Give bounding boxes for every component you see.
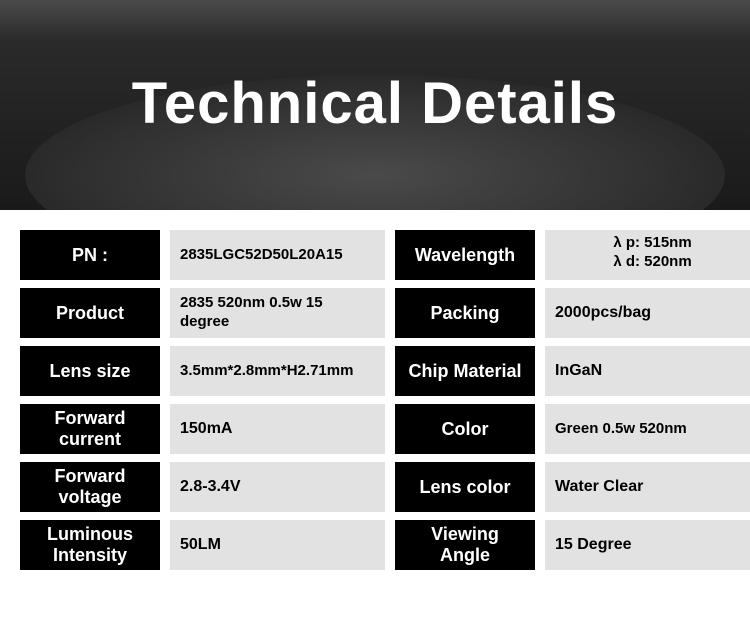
value-forward-voltage: 2.8-3.4V <box>170 462 385 512</box>
value-viewing-angle: 15 Degree <box>545 520 750 570</box>
label-forward-current: Forward current <box>20 404 160 454</box>
value-luminous-intensity: 50LM <box>170 520 385 570</box>
value-chip-material: InGaN <box>545 346 750 396</box>
value-packing: 2000pcs/bag <box>545 288 750 338</box>
label-chip-material: Chip Material <box>395 346 535 396</box>
wavelength-d: λ d: 520nm <box>613 253 691 272</box>
label-product: Product <box>20 288 160 338</box>
value-wavelength: λ p: 515nm λ d: 520nm <box>545 230 750 280</box>
wavelength-p: λ p: 515nm <box>613 234 691 253</box>
label-viewing-angle-text: Viewing Angle <box>431 524 499 565</box>
spec-grid: PN : 2835LGC52D50L20A15 Wavelength λ p: … <box>20 230 730 570</box>
label-viewing-angle: Viewing Angle <box>395 520 535 570</box>
label-color: Color <box>395 404 535 454</box>
label-lens-size: Lens size <box>20 346 160 396</box>
value-color: Green 0.5w 520nm <box>545 404 750 454</box>
label-forward-current-text: Forward current <box>54 408 125 449</box>
value-forward-current: 150mA <box>170 404 385 454</box>
label-pn: PN : <box>20 230 160 280</box>
hero-title: Technical Details <box>0 70 750 137</box>
label-wavelength: Wavelength <box>395 230 535 280</box>
label-luminous-intensity: Luminous Intensity <box>20 520 160 570</box>
spec-table: PN : 2835LGC52D50L20A15 Wavelength λ p: … <box>0 210 750 570</box>
value-product: 2835 520nm 0.5w 15 degree <box>170 288 385 338</box>
value-pn: 2835LGC52D50L20A15 <box>170 230 385 280</box>
label-lens-color: Lens color <box>395 462 535 512</box>
value-lens-color: Water Clear <box>545 462 750 512</box>
hero-banner: Technical Details <box>0 0 750 210</box>
label-forward-voltage-text: Forward voltage <box>54 466 125 507</box>
label-luminous-intensity-text: Luminous Intensity <box>47 524 133 565</box>
label-forward-voltage: Forward voltage <box>20 462 160 512</box>
label-packing: Packing <box>395 288 535 338</box>
value-lens-size: 3.5mm*2.8mm*H2.71mm <box>170 346 385 396</box>
